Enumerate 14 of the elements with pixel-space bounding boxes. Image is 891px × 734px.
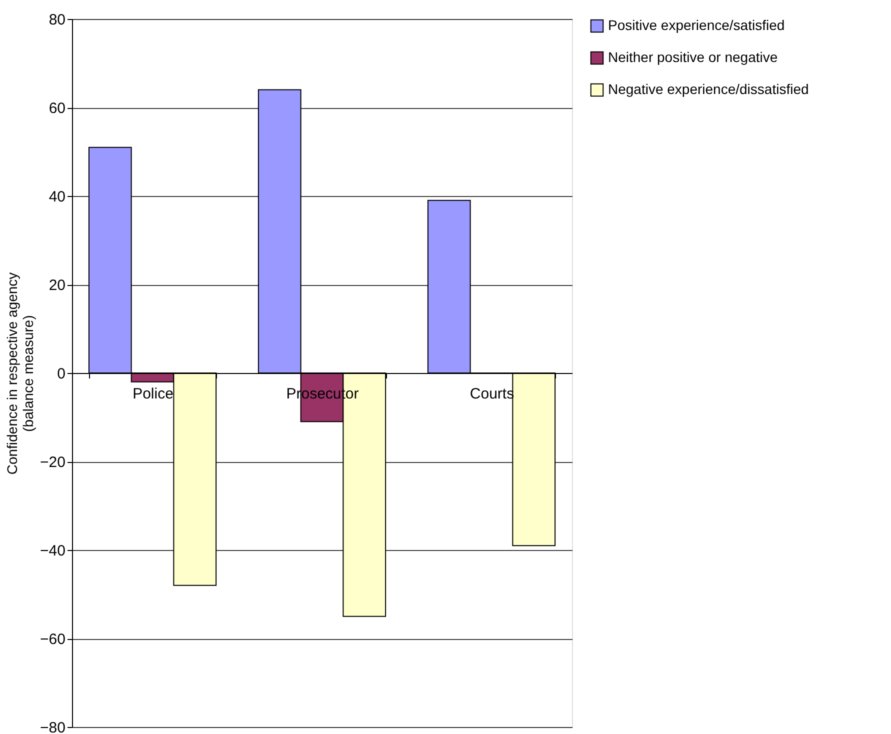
- y-tick-label: −40: [40, 542, 66, 560]
- y-tick-label: −20: [40, 454, 66, 471]
- y-tick-label: 80: [48, 12, 66, 28]
- y-axis-title: Confidence in respective agency (balance measure): [4, 272, 36, 475]
- legend-label: Positive experience/satisfied: [608, 17, 785, 33]
- legend-label: Negative experience/dissatisfied: [608, 81, 809, 97]
- y-tick-label: 40: [48, 188, 66, 206]
- y-tick-label: −80: [40, 720, 66, 734]
- y-tick-label: 0: [57, 366, 66, 382]
- y-tick-label: 20: [48, 277, 66, 294]
- y-tick-label: 60: [48, 100, 66, 117]
- x-tick-label: Police: [132, 386, 174, 402]
- y-tick-label: −60: [40, 631, 66, 648]
- legend-label: Neither positive or negative: [608, 49, 778, 65]
